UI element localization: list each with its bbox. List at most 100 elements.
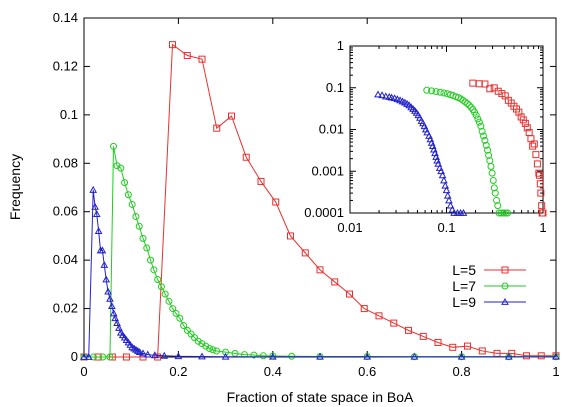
data-point-l-7	[117, 164, 125, 172]
data-point-l-9	[91, 202, 99, 210]
inset-data-point-l-7	[485, 151, 493, 159]
data-point-l-5	[478, 347, 486, 355]
inset-data-point-l-9	[445, 196, 453, 204]
inset-data-point-l-5	[515, 108, 523, 116]
inset-data-point-l-7	[494, 202, 502, 210]
data-point-l-5	[316, 266, 324, 274]
data-point-l-9	[457, 352, 466, 360]
data-point-l-9	[135, 348, 144, 356]
data-point-l-9	[504, 352, 513, 360]
data-point-l-9	[89, 185, 98, 193]
data-point-l-9	[84, 352, 93, 360]
data-point-l-5	[537, 352, 545, 360]
data-point-l-5	[434, 338, 442, 346]
inset-data-point-l-7	[493, 196, 501, 204]
inset-data-point-l-7	[477, 122, 485, 130]
data-point-l-5	[375, 312, 383, 320]
data-point-l-9	[102, 275, 111, 283]
data-point-l-7	[222, 348, 230, 356]
inset-data-point-l-9	[378, 91, 386, 99]
inset-data-point-l-9	[442, 186, 451, 194]
data-point-l-9	[198, 352, 206, 360]
inset-data-point-l-5	[494, 87, 502, 95]
data-point-l-7	[110, 142, 117, 150]
data-point-l-7	[157, 283, 165, 291]
inset-data-point-l-7	[482, 141, 490, 149]
data-point-l-9	[98, 246, 107, 254]
data-point-l-5	[331, 278, 339, 286]
inset-data-point-l-7	[467, 103, 475, 111]
y-tick-label: 0.08	[53, 155, 78, 170]
data-point-l-5	[242, 153, 250, 161]
data-point-l-7	[135, 222, 143, 230]
inset-data-point-l-5	[536, 180, 544, 188]
legend-marker-l-9	[501, 297, 509, 305]
data-point-l-7	[139, 234, 147, 242]
data-point-l-7	[259, 352, 267, 360]
data-point-l-5	[464, 342, 471, 350]
data-point-l-7	[240, 351, 248, 359]
inset-data-point-l-9	[441, 181, 450, 189]
x-tick-label: 0.2	[169, 364, 187, 379]
data-point-l-5	[360, 305, 368, 313]
data-point-l-9	[268, 352, 277, 360]
inset-data-point-l-5	[536, 171, 544, 179]
data-point-l-7	[113, 162, 121, 170]
inset-data-point-l-7	[461, 98, 469, 106]
data-point-l-9	[174, 352, 183, 360]
series-line-l-5	[84, 43, 556, 358]
inset-x-tick-label: 1	[539, 220, 546, 235]
data-point-l-7	[180, 322, 188, 330]
inset-x-tick-label: 0.01	[337, 220, 362, 235]
inset-y-tick-label: 0.01	[319, 122, 344, 137]
y-tick-label: 0.14	[53, 10, 78, 25]
inset-data-point-l-7	[495, 209, 503, 217]
data-point-l-9	[109, 309, 118, 317]
inset-data-point-l-7	[488, 169, 496, 177]
inset-data-point-l-9	[440, 176, 448, 184]
inset-data-point-l-7	[489, 177, 497, 185]
data-point-l-7	[165, 297, 173, 305]
data-point-l-9	[221, 352, 230, 360]
inset-x-tick-label: 0.1	[437, 220, 455, 235]
inset-y-tick-label: 1	[337, 38, 344, 53]
data-point-l-7	[132, 213, 140, 221]
x-tick-label: 1	[552, 364, 559, 379]
data-point-l-5	[301, 249, 309, 257]
data-point-l-5	[154, 353, 162, 361]
inset-data-point-l-7	[500, 209, 508, 217]
y-tick-label: 0.02	[53, 301, 78, 316]
inset-data-point-l-5	[538, 202, 546, 210]
inset-data-point-l-7	[463, 99, 471, 107]
y-tick-label: 0.12	[53, 58, 78, 73]
data-point-l-9	[80, 352, 88, 360]
inset-series-l-5	[469, 79, 547, 217]
x-axis-label: Fraction of state space in BoA	[227, 389, 414, 405]
inset-data-point-l-9	[437, 167, 445, 175]
data-point-l-7	[147, 256, 155, 264]
data-point-l-9	[94, 227, 103, 234]
data-point-l-9	[363, 352, 372, 360]
x-tick-label: 0	[80, 364, 87, 379]
data-point-l-9	[115, 323, 123, 331]
inset-data-point-l-9	[423, 128, 431, 136]
data-point-l-7	[206, 345, 214, 353]
inset-data-point-l-7	[423, 86, 431, 94]
inset-data-point-l-5	[523, 124, 531, 132]
inset-data-point-l-7	[465, 101, 473, 109]
data-point-l-9	[143, 350, 152, 358]
inset-data-point-l-5	[539, 209, 547, 217]
data-point-l-7	[150, 266, 158, 274]
inset-data-point-l-5	[532, 151, 540, 159]
data-point-l-7	[154, 276, 162, 284]
data-point-l-7	[121, 179, 129, 187]
data-point-l-5	[228, 112, 235, 120]
inset-data-point-l-9	[381, 92, 390, 100]
data-point-l-7	[183, 326, 191, 334]
inset-data-point-l-7	[478, 127, 486, 135]
inset-data-point-l-7	[472, 111, 480, 119]
y-tick-label: 0.1	[60, 107, 78, 122]
inset-data-point-l-7	[475, 118, 483, 126]
data-point-l-7	[128, 200, 136, 208]
